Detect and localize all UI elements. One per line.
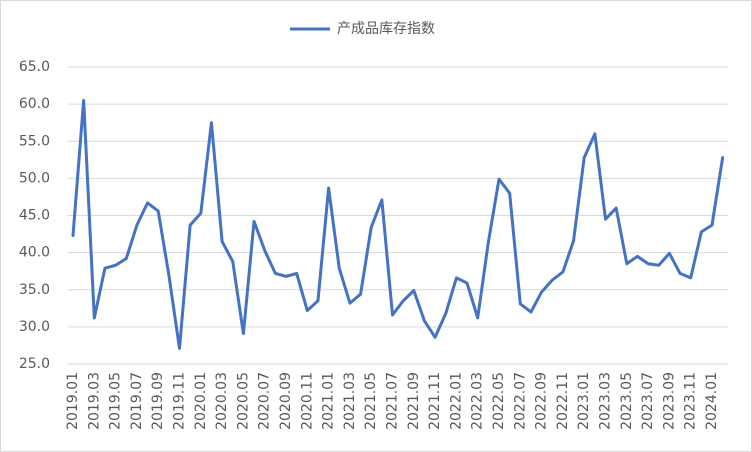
x-tick-label: 2020.03 <box>214 372 230 430</box>
x-tick-label: 2021.07 <box>385 372 401 430</box>
y-tick-label: 50.0 <box>19 170 50 186</box>
x-tick-label: 2019.03 <box>86 372 102 430</box>
x-tick-label: 2022.07 <box>512 372 528 430</box>
x-tick-label: 2022.09 <box>534 372 550 430</box>
x-tick-label: 2021.01 <box>321 372 337 430</box>
x-tick-label: 2020.09 <box>278 372 294 430</box>
y-tick-label: 40.0 <box>19 245 50 261</box>
x-tick-label: 2023.03 <box>598 372 614 430</box>
x-tick-label: 2019.07 <box>129 372 145 430</box>
x-tick-label: 2021.11 <box>427 372 443 430</box>
x-tick-label: 2020.07 <box>257 372 273 430</box>
y-tick-label: 60.0 <box>19 96 50 112</box>
x-tick-label: 2020.11 <box>299 372 315 430</box>
x-tick-label: 2023.07 <box>640 372 656 430</box>
x-tick-label: 2021.05 <box>363 372 379 430</box>
x-tick-label: 2023.01 <box>576 372 592 430</box>
y-tick-label: 35.0 <box>19 282 50 298</box>
y-tick-label: 65.0 <box>19 59 50 75</box>
x-tick-label: 2020.05 <box>235 372 251 430</box>
x-tick-label: 2021.03 <box>342 372 358 430</box>
x-tick-label: 2019.09 <box>150 372 166 430</box>
x-tick-label: 2019.01 <box>65 372 81 430</box>
x-tick-label: 2022.11 <box>555 372 571 430</box>
x-tick-label: 2021.09 <box>406 372 422 430</box>
x-tick-label: 2022.05 <box>491 372 507 430</box>
series-line <box>71 98 725 350</box>
y-tick-label: 30.0 <box>19 319 50 335</box>
x-tick-label: 2019.05 <box>108 372 124 430</box>
x-tick-label: 2022.01 <box>448 372 464 430</box>
x-tick-label: 2023.09 <box>661 372 677 430</box>
legend-label: 产成品库存指数 <box>337 21 435 37</box>
x-tick-label: 2024.01 <box>704 372 720 430</box>
x-tick-label: 2023.05 <box>619 372 635 430</box>
x-tick-label: 2020.01 <box>193 372 209 430</box>
x-tick-label: 2019.11 <box>172 372 188 430</box>
y-tick-label: 45.0 <box>19 208 50 224</box>
x-tick-label: 2023.11 <box>683 372 699 430</box>
y-tick-label: 55.0 <box>19 133 50 149</box>
y-tick-label: 25.0 <box>19 356 50 372</box>
x-tick-label: 2022.03 <box>470 372 486 430</box>
